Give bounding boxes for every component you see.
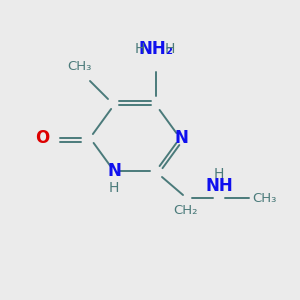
Text: NH₂: NH₂ <box>139 40 173 58</box>
Text: CH₂: CH₂ <box>174 203 198 217</box>
Text: H: H <box>109 181 119 194</box>
Text: N: N <box>175 129 188 147</box>
Text: CH₃: CH₃ <box>252 191 276 205</box>
Text: H: H <box>164 43 175 56</box>
Text: O: O <box>35 129 49 147</box>
Text: H: H <box>214 167 224 181</box>
Text: H: H <box>134 43 145 56</box>
Text: N: N <box>107 162 121 180</box>
Text: CH₃: CH₃ <box>67 59 92 73</box>
Text: NH: NH <box>205 177 233 195</box>
